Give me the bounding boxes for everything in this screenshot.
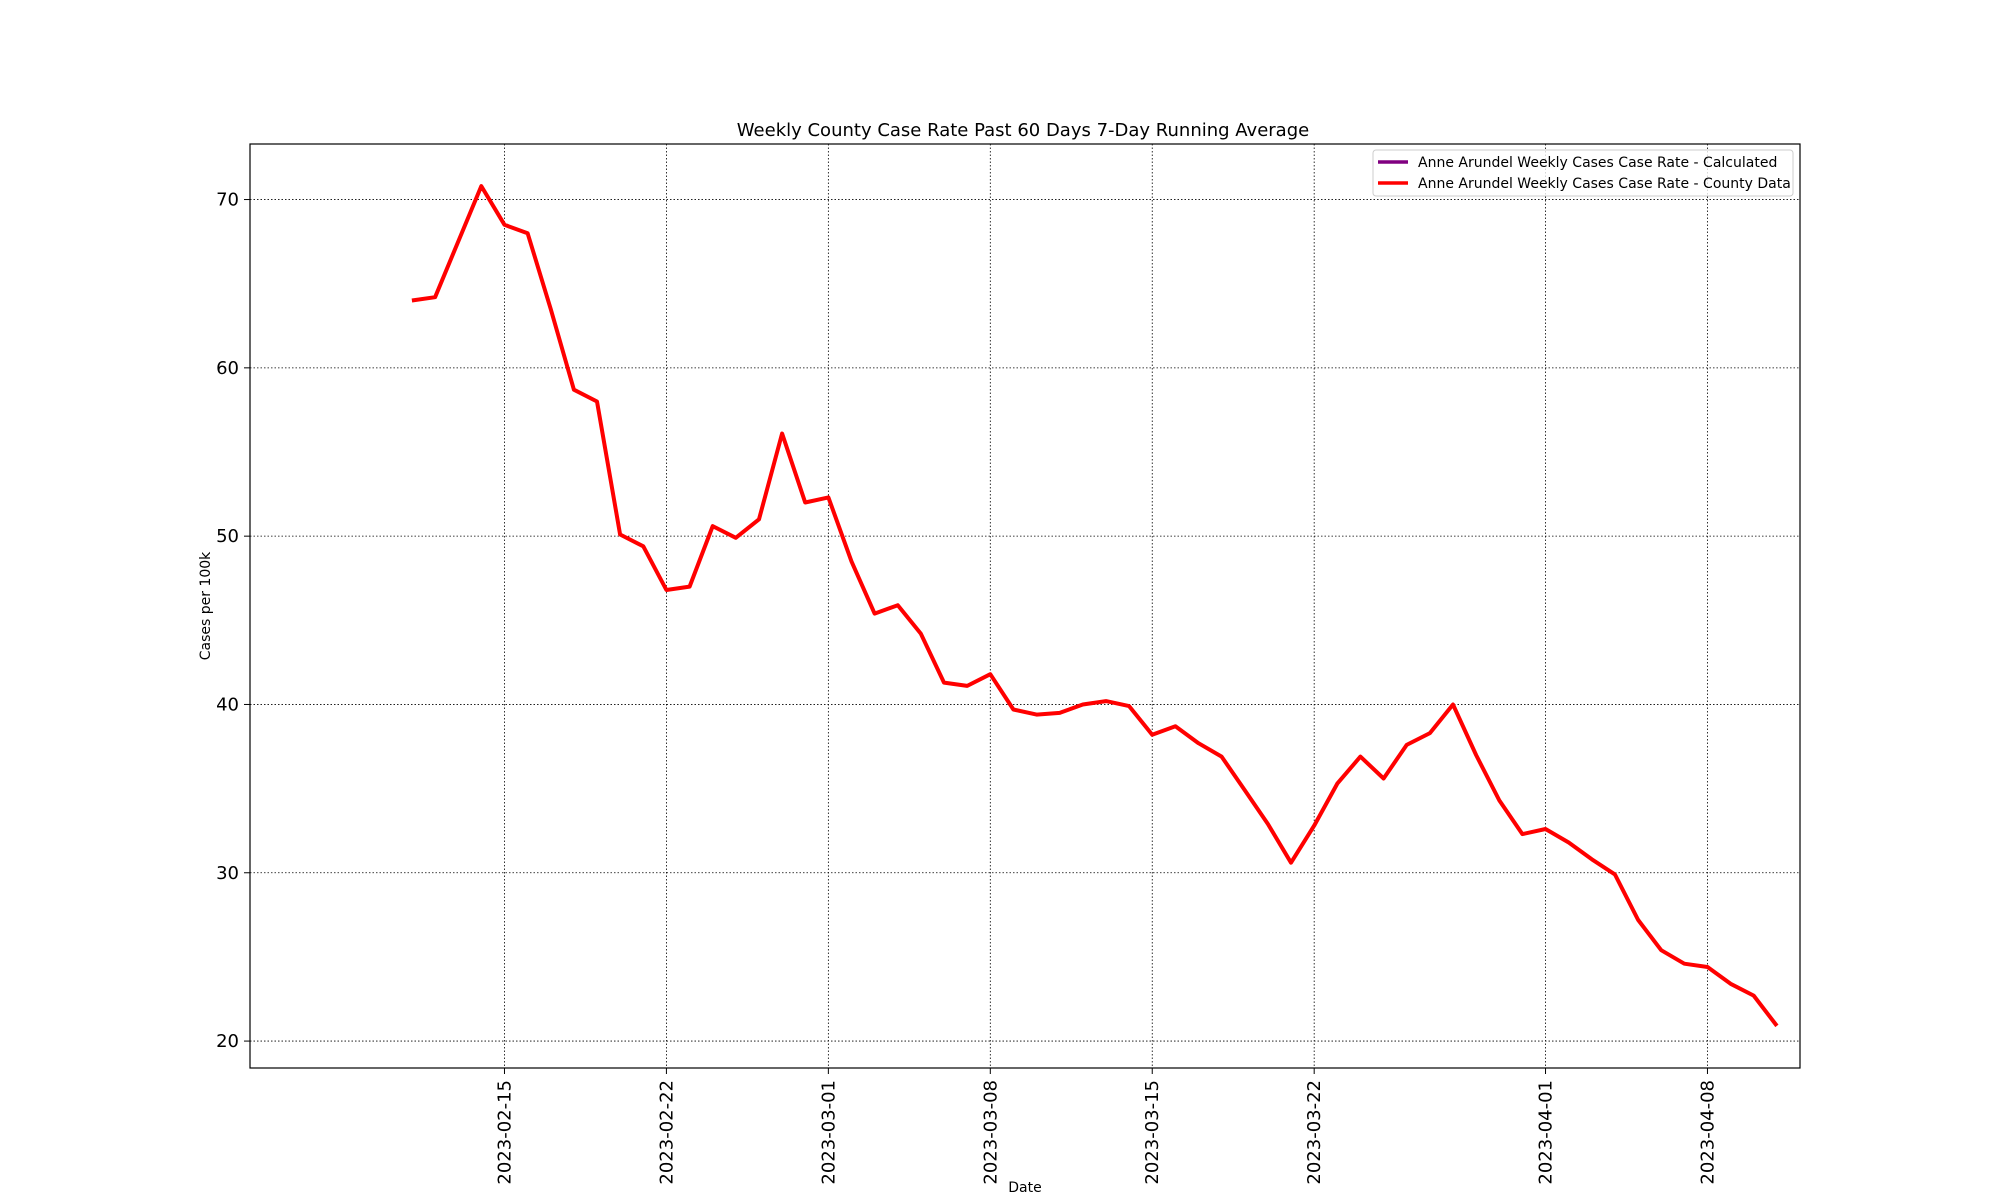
legend: Anne Arundel Weekly Cases Case Rate - Ca… xyxy=(1372,149,1794,197)
series-line-1 xyxy=(411,184,1779,1028)
x-axis-ticks: 2023-02-15 2023-02-22 2023-03-01 2023-03-08… xyxy=(494,1068,1718,1185)
legend-label-calculated: Anne Arundel Weekly Cases Case Rate - Ca… xyxy=(1418,155,1777,171)
y-axis-label: Cases per 100k xyxy=(198,551,214,660)
x-tick-label: 2023-03-01 xyxy=(818,1080,839,1185)
x-tick-label: 2023-03-08 xyxy=(980,1080,1001,1185)
y-tick-label: 30 xyxy=(216,863,239,884)
x-tick-label: 2023-02-15 xyxy=(494,1080,515,1185)
legend-label-county-data: Anne Arundel Weekly Cases Case Rate - Co… xyxy=(1418,176,1791,192)
y-tick-label: 60 xyxy=(216,358,239,379)
x-tick-label: 2023-03-15 xyxy=(1142,1080,1163,1185)
x-tick-label: 2023-04-08 xyxy=(1697,1080,1718,1185)
y-tick-label: 40 xyxy=(216,694,239,715)
chart-title: Weekly County Case Rate Past 60 Days 7-D… xyxy=(737,120,1309,141)
y-tick-label: 20 xyxy=(216,1031,239,1052)
series-layer xyxy=(411,184,1779,1028)
y-axis-ticks: 20 30 40 50 60 70 xyxy=(216,190,250,1052)
x-axis-label: Date xyxy=(1008,1180,1041,1196)
x-tick-label: 2023-02-22 xyxy=(656,1080,677,1185)
plot-area-frame xyxy=(249,143,1801,1069)
x-tick-label: 2023-03-22 xyxy=(1304,1080,1325,1185)
y-tick-label: 70 xyxy=(216,190,239,211)
x-tick-label: 2023-04-01 xyxy=(1536,1080,1557,1185)
legend-box xyxy=(1372,149,1794,197)
grid-layer xyxy=(250,144,1800,1068)
y-tick-label: 50 xyxy=(216,526,239,547)
